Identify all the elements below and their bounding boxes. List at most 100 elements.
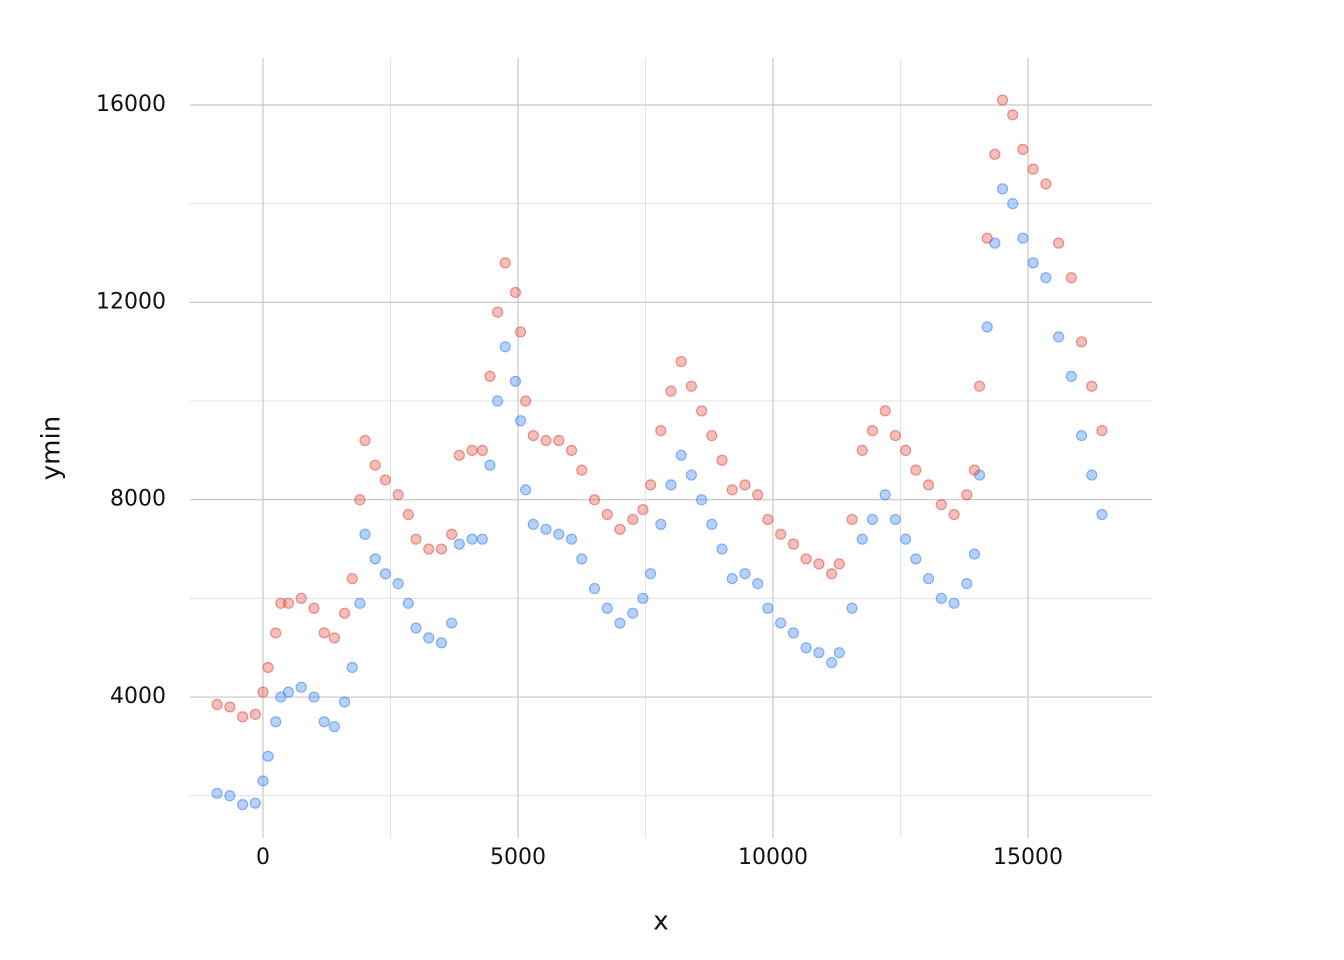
point — [527, 518, 539, 530]
point — [466, 533, 478, 545]
point — [889, 429, 902, 442]
point — [614, 523, 626, 535]
point — [262, 750, 274, 762]
point — [989, 237, 1001, 249]
point — [346, 661, 358, 674]
point — [800, 553, 812, 565]
point — [675, 355, 687, 368]
point — [484, 370, 496, 382]
x-tick-label: 10000 — [738, 845, 808, 870]
point — [453, 449, 465, 461]
point — [833, 558, 845, 570]
point — [379, 568, 391, 580]
point — [520, 395, 532, 407]
point — [318, 627, 330, 639]
point — [308, 691, 320, 703]
point — [1017, 143, 1029, 155]
point — [762, 602, 774, 614]
point — [813, 558, 825, 570]
point — [948, 597, 960, 609]
point — [249, 797, 261, 809]
point — [981, 321, 993, 333]
point — [509, 375, 522, 387]
point — [484, 459, 496, 471]
point — [257, 775, 269, 787]
point — [1075, 429, 1088, 442]
y-tick-label: 16000 — [96, 92, 166, 117]
point — [644, 479, 657, 491]
point — [282, 686, 295, 698]
point — [338, 607, 351, 619]
point — [752, 577, 764, 590]
point — [1017, 232, 1029, 244]
point — [423, 632, 435, 644]
point — [726, 484, 738, 496]
point — [1086, 469, 1098, 481]
point — [696, 494, 708, 506]
point — [476, 444, 488, 456]
point — [706, 429, 718, 442]
point — [1075, 336, 1088, 348]
point — [685, 380, 698, 392]
point — [856, 533, 868, 545]
point — [1096, 508, 1108, 521]
point — [696, 405, 708, 417]
point — [614, 617, 626, 629]
point — [1027, 257, 1039, 269]
point — [553, 434, 565, 447]
point — [295, 681, 307, 693]
point — [973, 380, 986, 392]
point — [565, 533, 578, 545]
point — [637, 503, 649, 516]
point — [328, 721, 340, 733]
point — [826, 656, 838, 669]
point — [1053, 331, 1065, 343]
point — [685, 469, 698, 481]
point — [800, 642, 812, 654]
point — [996, 183, 1009, 195]
point — [665, 479, 677, 491]
point — [540, 523, 552, 535]
point — [889, 513, 902, 526]
point — [308, 602, 320, 614]
point — [716, 454, 728, 466]
point — [879, 405, 891, 417]
point — [275, 691, 287, 703]
point — [224, 790, 236, 802]
point — [249, 708, 261, 720]
y-tick-label: 12000 — [96, 289, 166, 314]
point — [961, 577, 973, 590]
point — [520, 484, 532, 496]
point — [1040, 272, 1052, 284]
point — [968, 548, 981, 560]
point — [211, 787, 223, 799]
x-tick-label: 5000 — [490, 845, 546, 870]
point — [910, 553, 922, 565]
point — [879, 489, 891, 501]
point — [910, 464, 922, 476]
point — [588, 582, 601, 595]
point — [402, 508, 414, 521]
point — [900, 444, 912, 456]
point — [527, 429, 539, 442]
x-tick-label: 0 — [256, 845, 270, 870]
point — [1007, 198, 1019, 210]
point — [392, 489, 404, 501]
point — [514, 326, 527, 338]
point — [576, 464, 588, 476]
point — [435, 637, 448, 649]
point — [739, 568, 751, 580]
point — [627, 513, 639, 526]
point — [318, 716, 330, 728]
point — [706, 518, 718, 530]
point — [846, 602, 858, 614]
point — [224, 701, 236, 713]
point — [499, 257, 511, 269]
point — [236, 711, 249, 723]
point — [675, 449, 687, 461]
y-axis-label: ymin — [37, 416, 67, 480]
point — [410, 533, 422, 545]
point — [826, 568, 838, 580]
point — [726, 573, 738, 585]
point — [514, 415, 527, 427]
